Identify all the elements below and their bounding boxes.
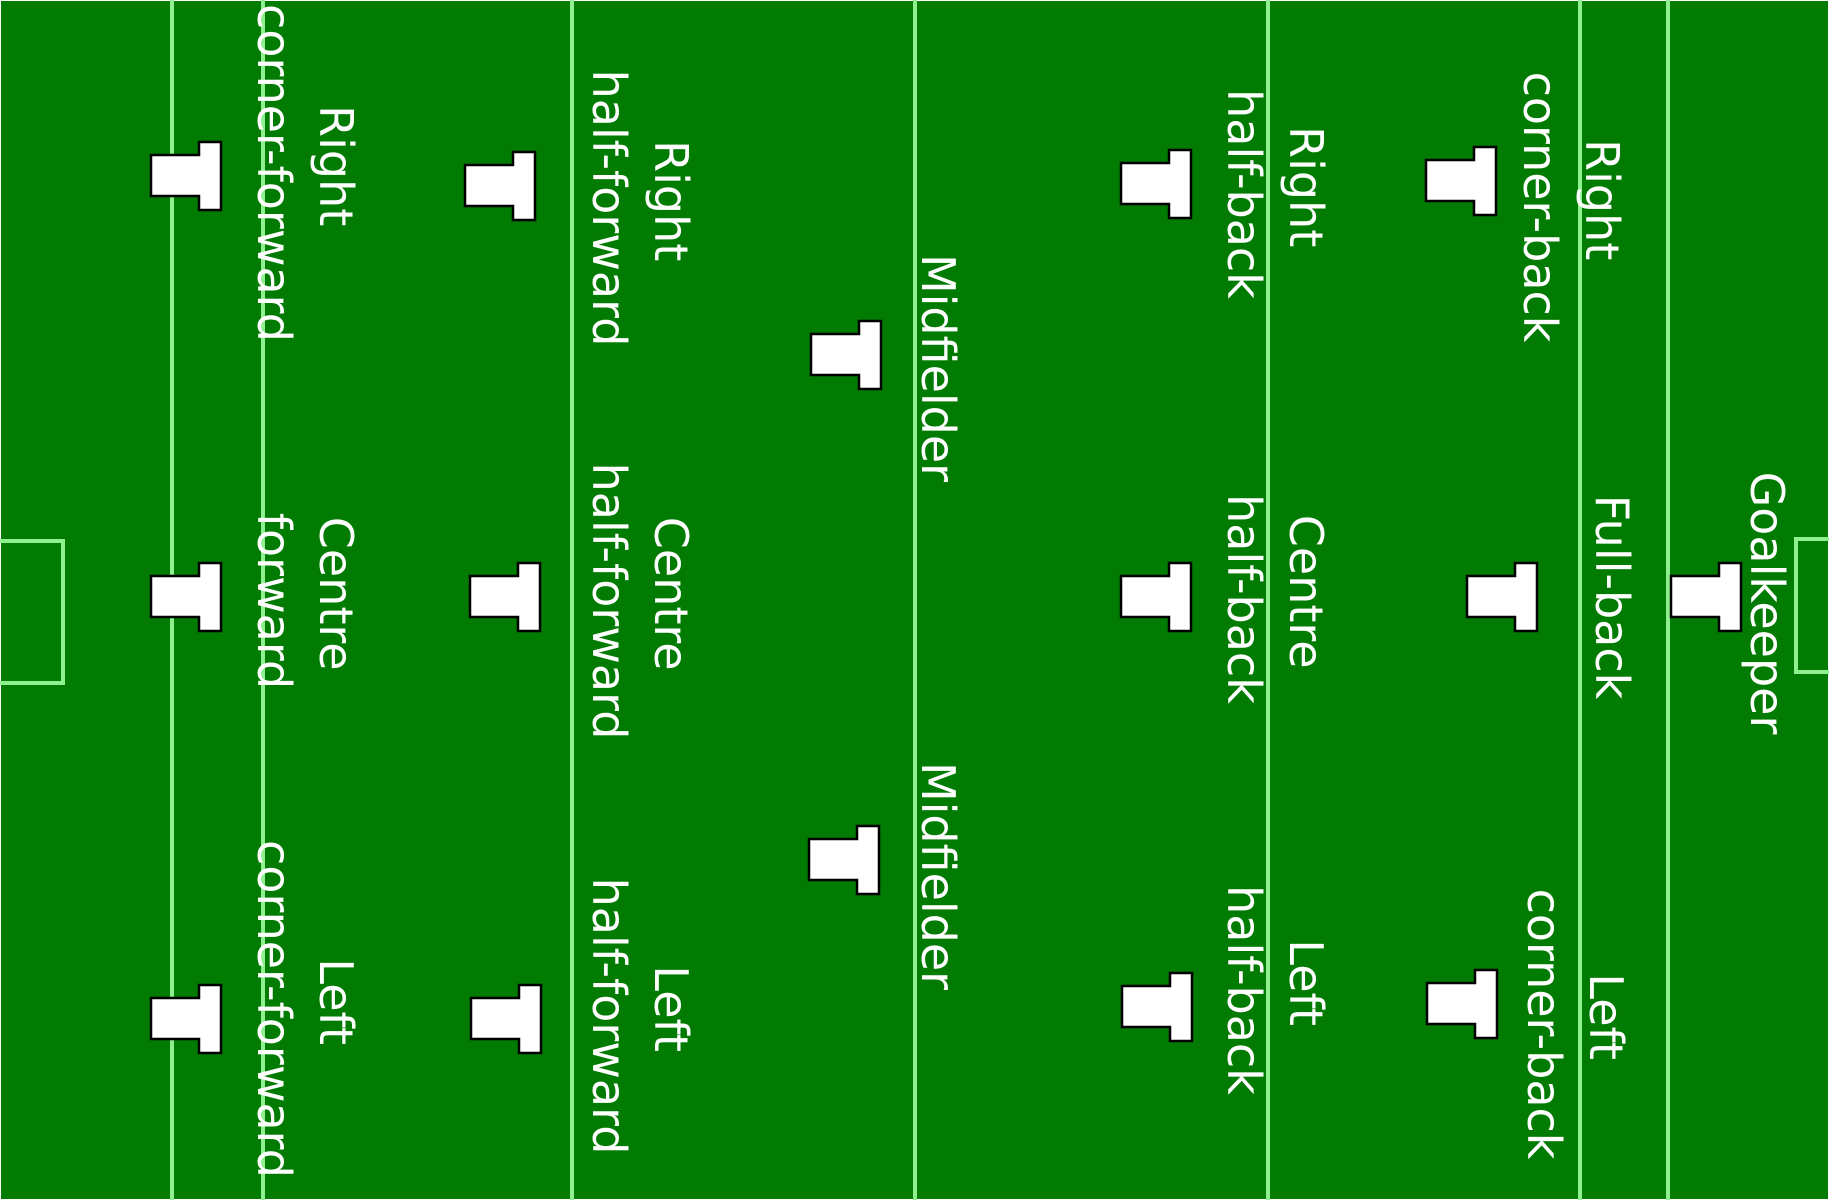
label-right-half-forward: Right half-forward — [582, 70, 698, 347]
small-rectangle-right — [1794, 537, 1829, 674]
label-right-corner-forward: Right corner-forward — [247, 4, 363, 342]
label-centre-half-back: Centre half-back — [1217, 494, 1333, 704]
position-labels: Right corner-forward Centre forward Left… — [247, 4, 1794, 1178]
label-left-half-back: Left half-back — [1217, 885, 1333, 1095]
label-midfielder: Midfielder — [911, 762, 965, 990]
label-centre-half-forward: Centre half-forward — [582, 463, 698, 740]
label-left-corner-back: Left corner-back — [1517, 889, 1633, 1160]
label-left-half-forward: Left half-forward — [582, 878, 698, 1155]
label-centre-forward: Centre forward — [247, 513, 363, 689]
label-right-corner-back: Right corner-back — [1513, 72, 1629, 343]
small-rectangle-left — [0, 539, 65, 685]
label-midfielder: Midfielder — [911, 254, 965, 482]
label-full-back: Full-back — [1585, 495, 1639, 700]
label-left-corner-forward: Left corner-forward — [247, 840, 363, 1178]
label-goalkeeper: Goalkeeper — [1740, 472, 1794, 735]
label-right-half-back: Right half-back — [1217, 89, 1333, 299]
